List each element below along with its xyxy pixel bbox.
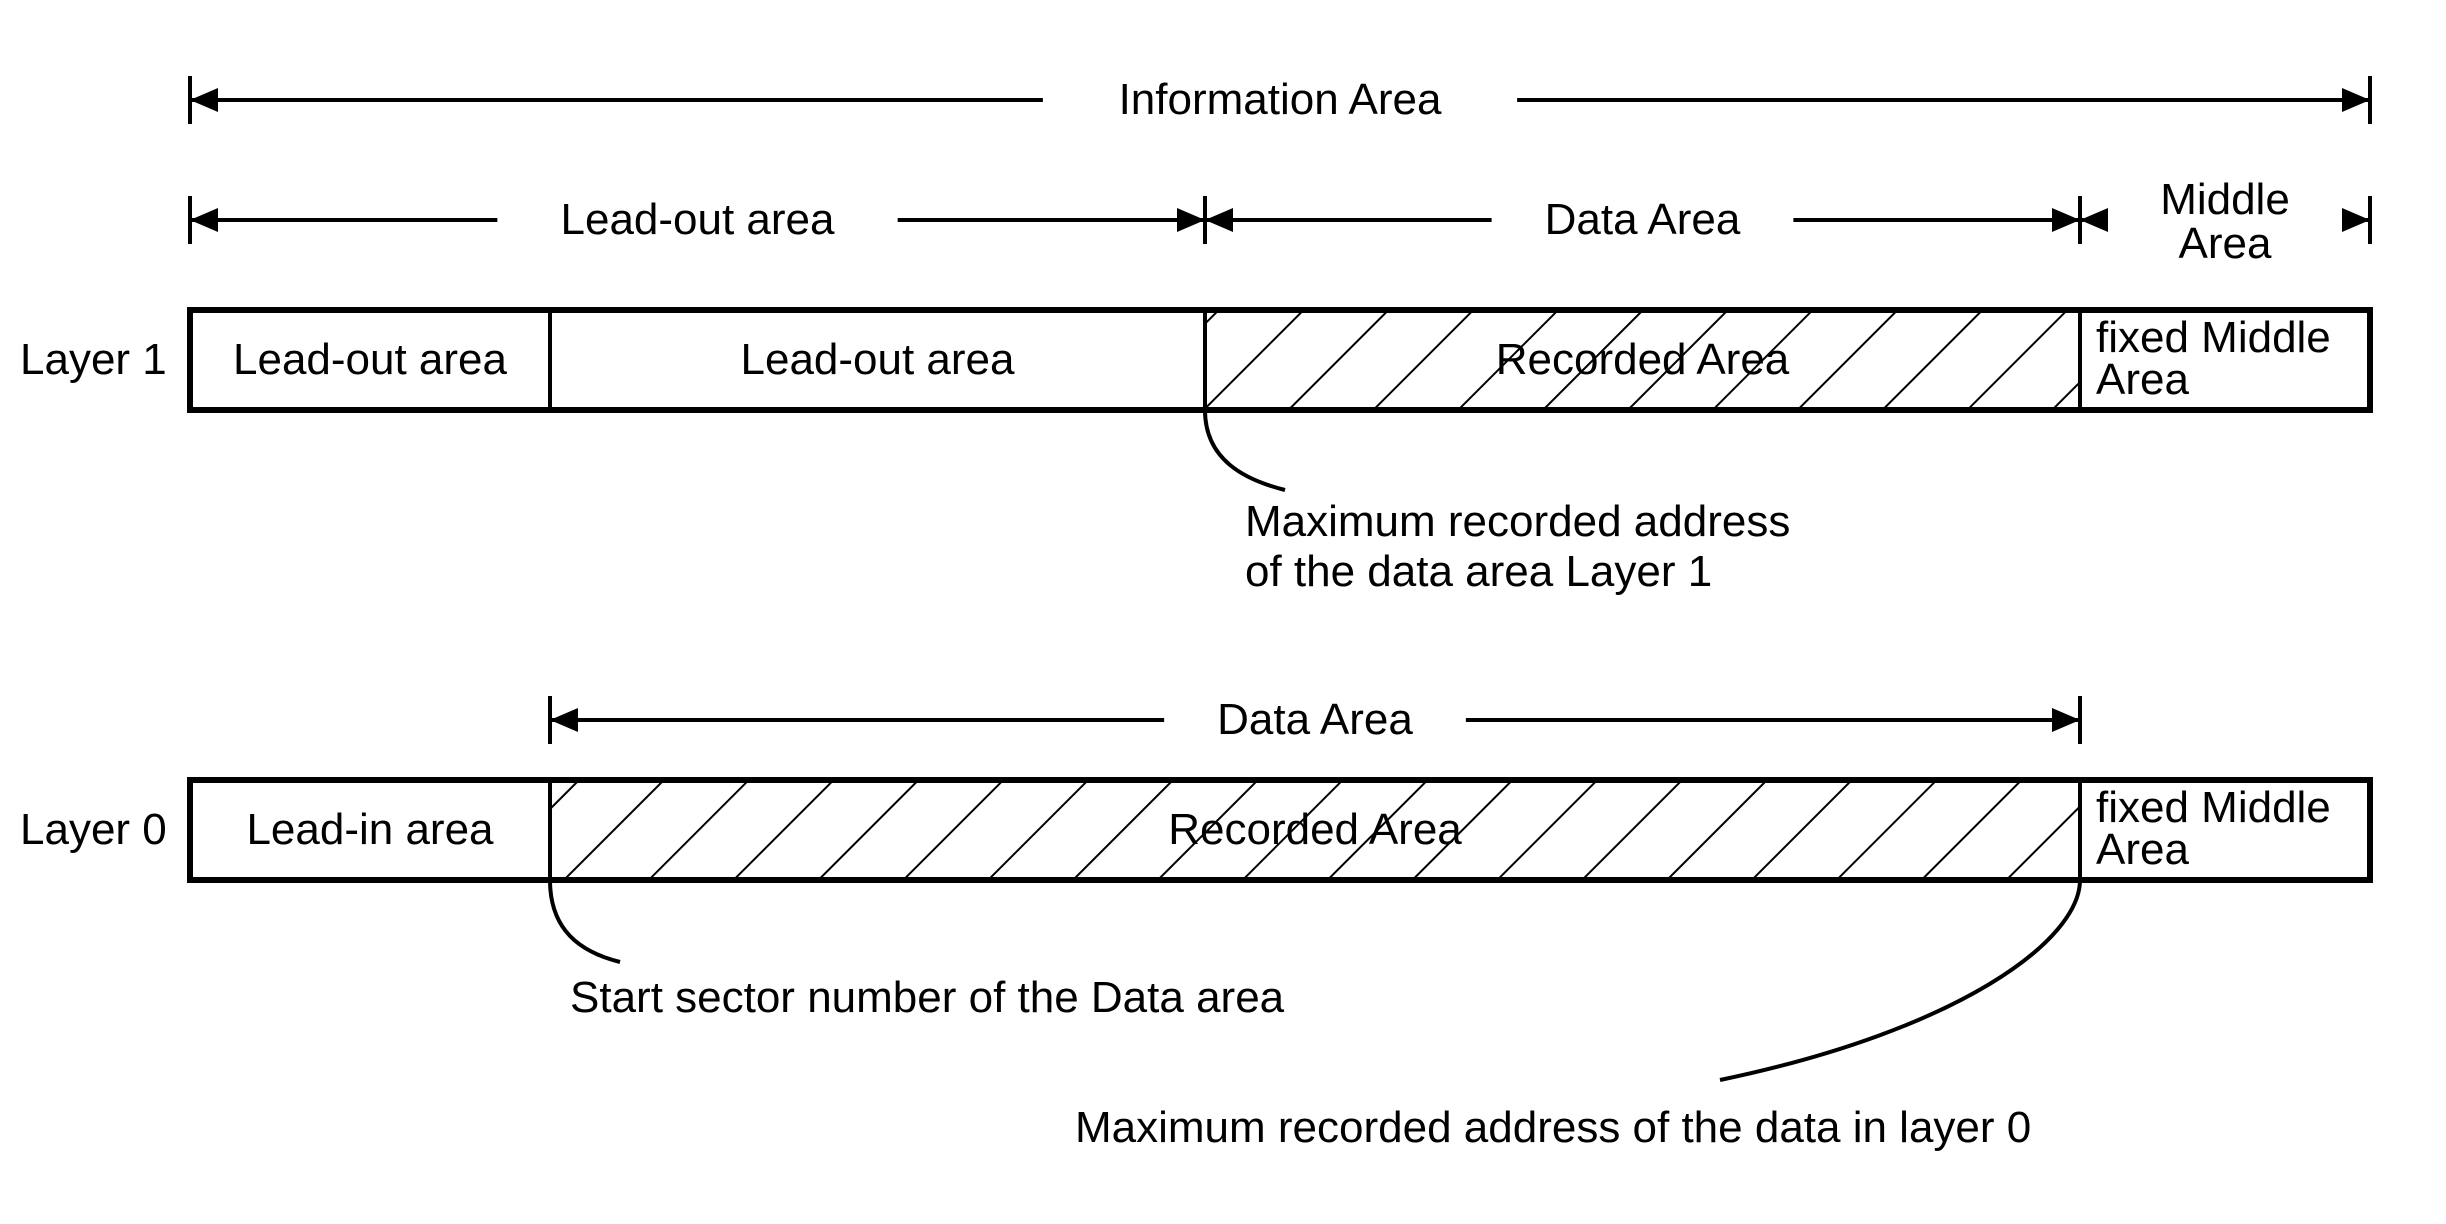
middle-area-label: Area [2179,219,2272,268]
data-area-top-label: Data Area [1545,195,1741,244]
arrowhead [2080,208,2108,232]
information-area-label: Information Area [1119,75,1442,124]
l0-seg3b-label: Area [2096,825,2189,874]
callout-l0b: Maximum recorded address of the data in … [1075,1103,2031,1152]
middle-area-label: Middle [2160,175,2290,224]
dim-information-area: Information Area [190,75,2370,124]
callout-curve [1205,410,1285,490]
layer1-label: Layer 1 [20,335,167,384]
arrowhead [2052,708,2080,732]
lead-out-area-label: Lead-out area [561,195,836,244]
callout-layer1 [1205,410,1285,490]
arrowhead [550,708,578,732]
arrowhead [2342,88,2370,112]
l1-seg4b-label: Area [2096,355,2189,404]
arrowhead [1177,208,1205,232]
callout-curve [550,880,620,962]
layer0-label: Layer 0 [20,805,167,854]
callout-l1-line2: of the data area Layer 1 [1245,547,1712,596]
arrowhead [190,208,218,232]
l0-seg1-label: Lead-in area [246,805,494,854]
dim-row-top [190,196,2370,244]
callout-l0a: Start sector number of the Data area [570,973,1285,1022]
l1-seg3-label: Recorded Area [1496,335,1790,384]
arrowhead [2342,208,2370,232]
callout-curve [1720,880,2080,1080]
l0-seg2-label: Recorded Area [1168,805,1462,854]
l1-seg1-label: Lead-out area [233,335,508,384]
arrowhead [2052,208,2080,232]
arrowhead [190,88,218,112]
arrowhead [1205,208,1233,232]
callout-l1-line1: Maximum recorded address [1245,497,1790,546]
data-area-mid-label: Data Area [1217,695,1413,744]
l1-seg2-label: Lead-out area [741,335,1016,384]
layer1-bar [190,310,2370,410]
